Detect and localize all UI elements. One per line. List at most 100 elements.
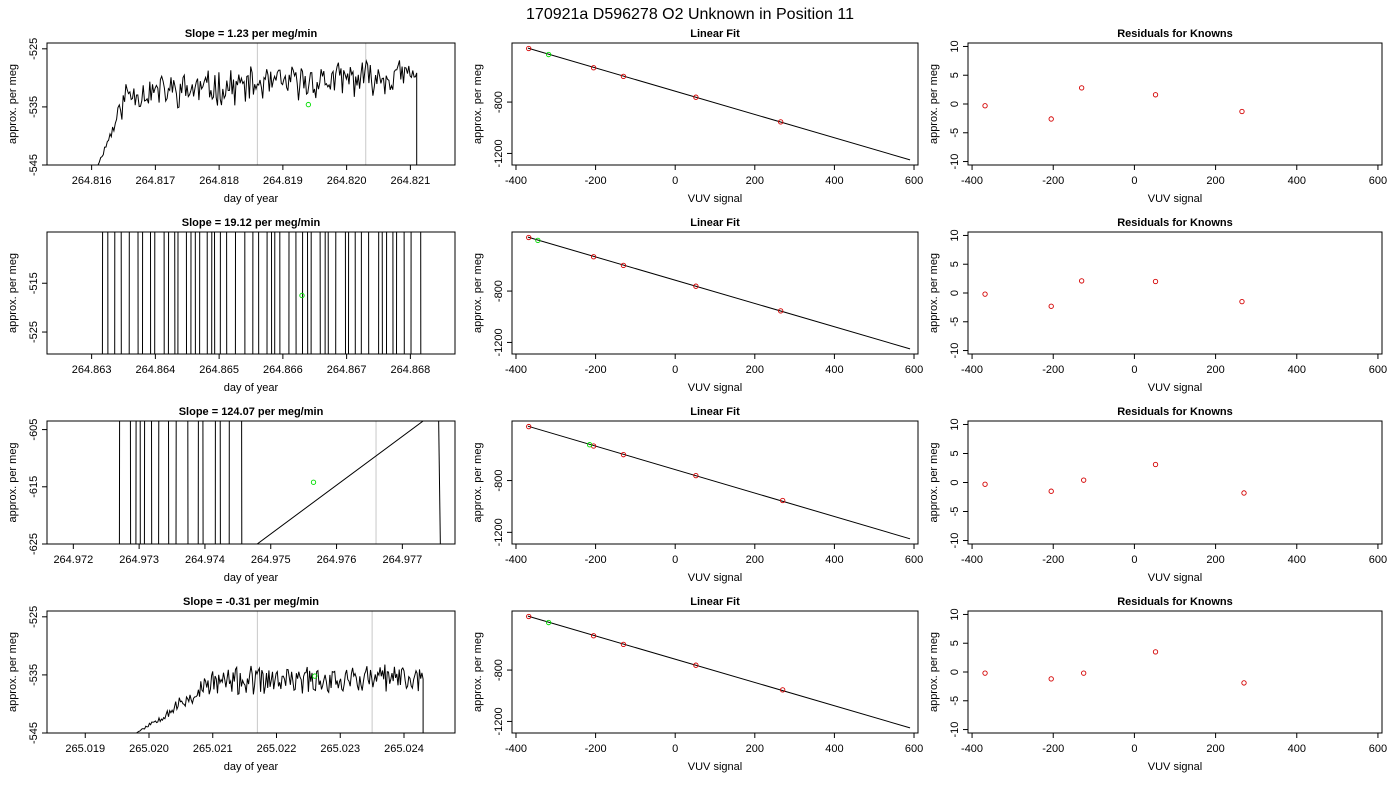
x-tick-label: -200 — [585, 554, 607, 566]
x-tick-label: 265.022 — [257, 743, 297, 755]
x-tick-label: 264.973 — [119, 554, 159, 566]
x-axis-label: VUV signal — [1148, 382, 1202, 394]
plot-frame — [967, 42, 1383, 166]
known-standard-point — [526, 234, 532, 241]
x-tick-label: 264.866 — [263, 364, 303, 376]
y-tick-label: 10 — [949, 608, 961, 620]
panel-title: Slope = 19.12 per meg/min — [182, 217, 321, 229]
known-standard-point — [620, 452, 627, 458]
x-tick-label: 0 — [1131, 364, 1137, 376]
residual-point — [1241, 490, 1247, 496]
residual-point — [1081, 670, 1087, 676]
x-tick-label: 264.868 — [390, 364, 430, 376]
x-tick-label: -200 — [585, 743, 607, 755]
y-tick-label: -535 — [28, 96, 40, 118]
known-standard-point — [693, 662, 699, 668]
y-axis-label: approx. per meg — [7, 64, 19, 144]
x-tick-label: -400 — [961, 364, 983, 376]
panel-title: Linear Fit — [690, 406, 740, 418]
x-tick-label: -400 — [961, 175, 983, 187]
y-tick-label: -1200 — [493, 139, 505, 167]
y-tick-label: -545 — [28, 722, 40, 744]
x-tick-label: 400 — [1288, 554, 1306, 566]
residual-point — [982, 670, 988, 676]
y-tick-label: -5 — [949, 696, 961, 706]
residual-point — [1078, 85, 1085, 91]
x-tick-label: -200 — [1042, 554, 1064, 566]
plot-area — [982, 85, 1245, 122]
x-axis-label: VUV signal — [1148, 761, 1202, 773]
unknown-point — [535, 237, 541, 243]
unknown-point — [305, 101, 312, 108]
plot-area — [135, 611, 424, 733]
x-tick-label: 200 — [746, 364, 764, 376]
y-axis-label: approx. per meg — [7, 253, 19, 333]
known-standard-point — [778, 308, 784, 314]
y-tick-label: -800 — [493, 280, 505, 302]
y-tick-label: -10 — [949, 154, 961, 170]
plot-area — [526, 423, 911, 540]
y-tick-label: -1200 — [493, 707, 505, 735]
x-tick-label: 264.819 — [263, 175, 303, 187]
y-tick-label: 0 — [949, 479, 961, 485]
known-standard-point — [778, 119, 784, 125]
plot-area — [118, 421, 441, 544]
x-tick-label: 400 — [825, 743, 843, 755]
y-axis-label: approx. per meg — [472, 253, 484, 333]
y-axis-label: approx. per meg — [928, 64, 940, 144]
y-tick-label: -515 — [28, 272, 40, 294]
x-tick-label: 264.975 — [251, 554, 291, 566]
y-tick-label: -800 — [493, 659, 505, 681]
x-axis-label: day of year — [224, 761, 279, 773]
residual-point — [982, 481, 988, 487]
fit-line — [527, 236, 911, 350]
x-tick-label: -400 — [961, 554, 983, 566]
y-tick-label: 0 — [949, 669, 961, 675]
x-tick-label: 400 — [1288, 743, 1306, 755]
x-tick-label: 400 — [1288, 364, 1306, 376]
fit-line — [527, 47, 911, 161]
plot-frame — [511, 610, 919, 734]
x-tick-label: 264.977 — [382, 554, 422, 566]
y-axis-label: approx. per meg — [472, 64, 484, 144]
x-tick-label: 264.817 — [135, 175, 175, 187]
x-tick-label: 400 — [1288, 175, 1306, 187]
residual-point — [1048, 676, 1054, 682]
x-tick-label: 600 — [905, 743, 923, 755]
x-tick-label: 600 — [1369, 743, 1387, 755]
residual-point — [982, 103, 988, 109]
plot-frame — [511, 42, 919, 166]
signal-trace — [101, 232, 422, 354]
x-tick-label: 200 — [1206, 364, 1224, 376]
y-tick-label: -10 — [949, 722, 961, 738]
y-tick-label: -10 — [949, 343, 961, 359]
panel-title: Slope = -0.31 per meg/min — [183, 596, 319, 608]
signal-trace — [135, 664, 424, 733]
plot-area — [526, 45, 911, 161]
y-tick-label: -615 — [28, 476, 40, 498]
x-axis-label: VUV signal — [1148, 572, 1202, 584]
residual-point — [1048, 488, 1054, 494]
x-tick-label: -400 — [961, 743, 983, 755]
x-tick-label: 265.023 — [320, 743, 360, 755]
known-standard-point — [620, 73, 627, 80]
x-tick-label: 0 — [1131, 175, 1137, 187]
y-tick-label: 5 — [949, 640, 961, 646]
panel-r1-resid: Residuals for Knowns VUV signal approx. pe… — [928, 28, 1387, 205]
y-tick-label: -1200 — [493, 518, 505, 546]
x-tick-label: 200 — [1206, 175, 1224, 187]
plot-area — [526, 613, 911, 729]
x-tick-label: 0 — [1131, 743, 1137, 755]
x-tick-label: 264.821 — [390, 175, 430, 187]
known-standard-point — [590, 254, 597, 260]
panel-title: Residuals for Knowns — [1117, 28, 1233, 40]
signal-trace — [118, 421, 441, 544]
known-standard-point — [590, 65, 597, 71]
plot-frame — [967, 610, 1383, 734]
residual-point — [1152, 278, 1159, 285]
x-axis-label: VUV signal — [688, 572, 742, 584]
plot-area — [526, 234, 911, 350]
unknown-point — [299, 292, 305, 299]
